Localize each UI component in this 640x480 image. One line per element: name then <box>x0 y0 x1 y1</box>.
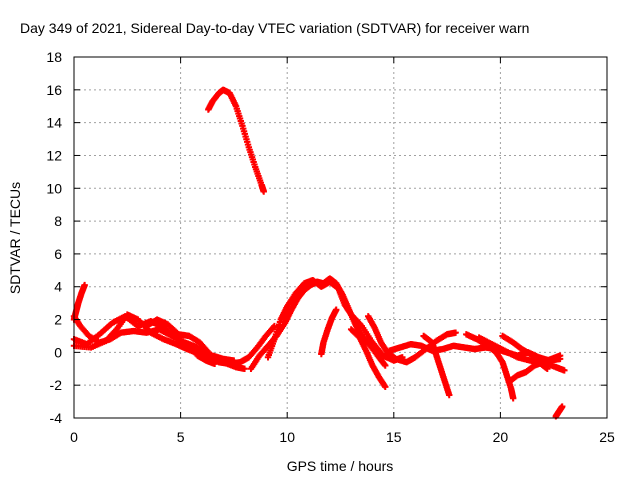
x-tick-label: 0 <box>70 429 78 445</box>
series-arc-C <box>70 311 238 364</box>
y-axis: -4 -2 0 2 4 6 8 10 12 14 16 18 <box>46 49 607 426</box>
series-arc-H <box>347 326 389 391</box>
y-tick-label: 18 <box>46 49 62 65</box>
data-point <box>561 367 568 374</box>
x-tick-label: 5 <box>177 429 185 445</box>
series-arc-O <box>505 352 564 386</box>
x-tick-label: 15 <box>386 429 402 445</box>
plot-border <box>73 56 608 419</box>
y-tick-label: 10 <box>46 180 62 196</box>
series-arc-G <box>318 306 340 358</box>
y-tick-label: 2 <box>54 312 62 328</box>
data-point <box>333 306 340 313</box>
y-tick-label: 12 <box>46 147 62 163</box>
y-tick-label: -2 <box>50 377 63 393</box>
data-marks <box>70 86 568 420</box>
series-arc-N <box>499 332 551 372</box>
series-arc-F <box>264 276 406 364</box>
data-point <box>556 352 564 359</box>
x-tick-label: 10 <box>279 429 295 445</box>
data-point <box>382 362 389 369</box>
chart-title: Day 349 of 2021, Sidereal Day-to-day VTE… <box>20 20 529 36</box>
data-point <box>382 383 389 391</box>
y-tick-label: 4 <box>54 279 62 295</box>
series-arc-L <box>463 331 517 402</box>
data-point <box>446 391 453 399</box>
data-point <box>81 281 88 289</box>
series-arc-D <box>143 316 278 368</box>
data-point <box>260 188 267 195</box>
x-axis: 0 5 10 15 20 25 <box>70 57 615 445</box>
y-tick-label: -4 <box>50 410 63 426</box>
series-arc-K <box>420 332 453 399</box>
data-point <box>241 365 248 372</box>
data-point <box>544 365 551 372</box>
data-point <box>509 395 517 402</box>
grid <box>74 57 607 418</box>
y-tick-label: 8 <box>54 213 62 229</box>
y-tick-label: 14 <box>46 115 62 131</box>
y-tick-label: 16 <box>46 82 62 98</box>
x-axis-title: GPS time / hours <box>287 458 394 474</box>
data-point <box>559 403 566 410</box>
data-point <box>452 329 459 336</box>
y-tick-label: 0 <box>54 344 62 360</box>
y-tick-label: 6 <box>54 246 62 262</box>
series-arc-P <box>552 403 566 420</box>
y-axis-title: SDTVAR / TECUs <box>7 182 23 294</box>
series-arc-high <box>205 86 267 195</box>
x-tick-label: 20 <box>493 429 509 445</box>
x-tick-label: 25 <box>599 429 615 445</box>
